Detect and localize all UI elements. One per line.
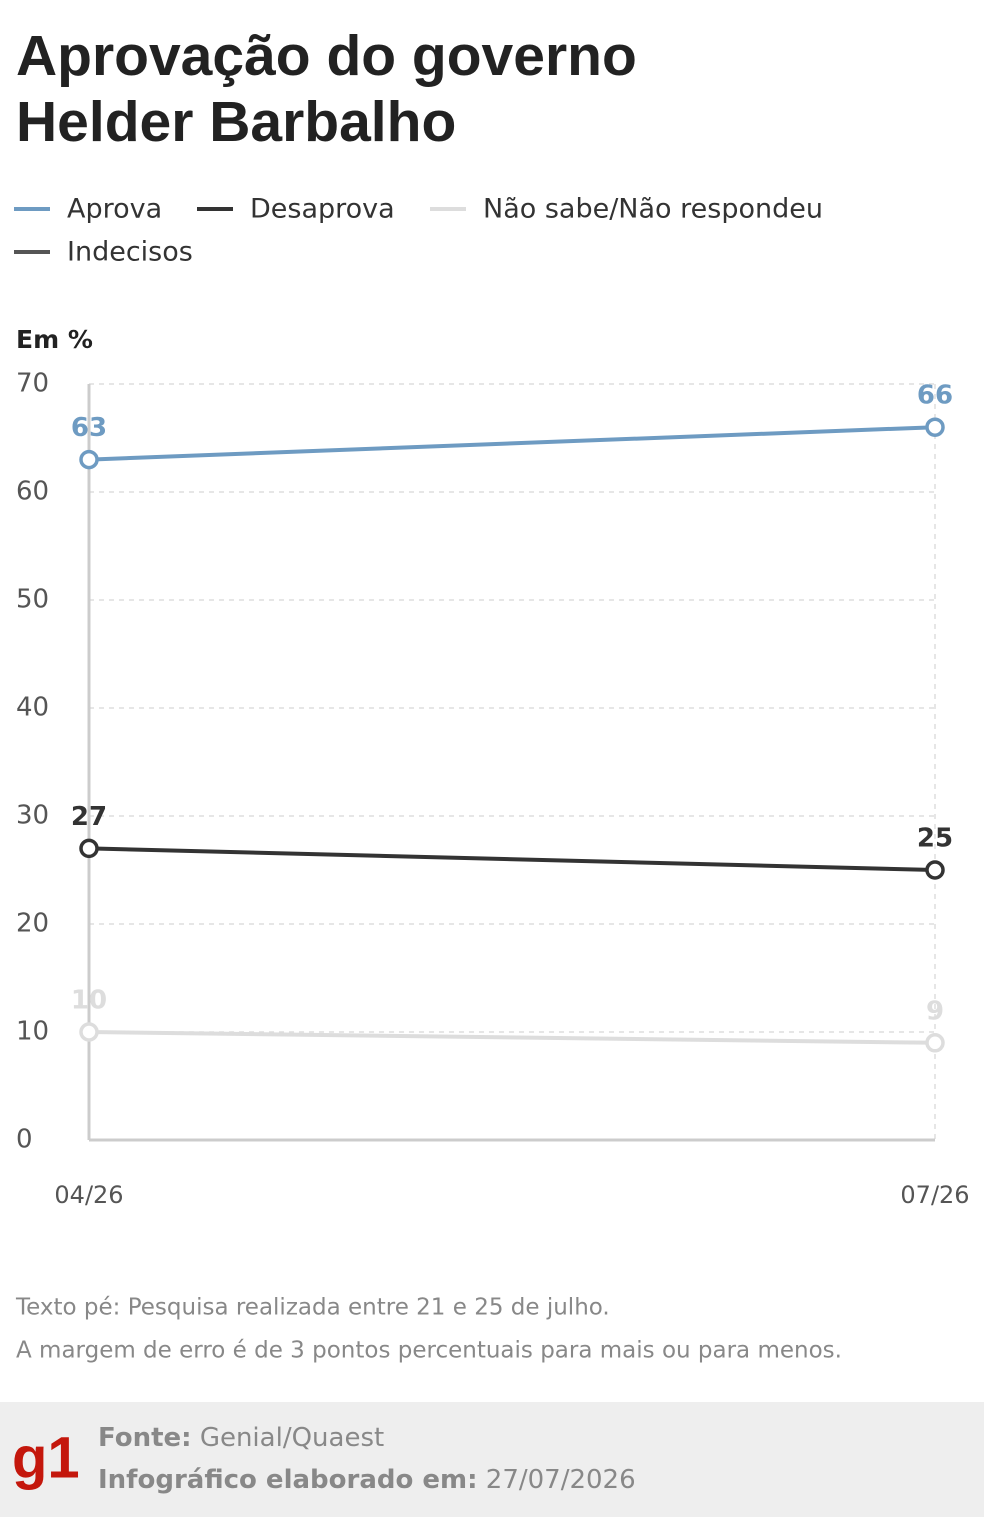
y-tick-label: 50 (16, 585, 49, 615)
y-tick-label: 40 (16, 693, 49, 723)
y-tick-label: 20 (16, 909, 49, 939)
source-label: Fonte: (98, 1423, 192, 1453)
data-label: 27 (71, 802, 107, 832)
source-text: Genial/Quaest (200, 1423, 384, 1453)
legend-label: Desaprova (250, 194, 395, 225)
data-label: 9 (926, 996, 944, 1026)
chart-title: Aprovação do governo (16, 24, 637, 88)
y-tick-label: 10 (16, 1017, 49, 1047)
x-tick-label: 07/26 (900, 1181, 969, 1209)
source: Fonte: Genial/Quaest (98, 1423, 384, 1453)
made-text: 27/07/2026 (486, 1465, 636, 1495)
data-label: 63 (71, 413, 107, 443)
y-tick-label: 0 (16, 1125, 33, 1155)
data-label: 25 (917, 824, 953, 854)
y-tick-label: 60 (16, 477, 49, 507)
made-label: Infográfico elaborado em: (98, 1465, 478, 1495)
y-axis-label: Em % (16, 325, 93, 354)
data-label: 66 (917, 381, 953, 411)
made: Infográfico elaborado em: 27/07/2026 (98, 1465, 636, 1495)
x-tick-label: 04/26 (54, 1181, 123, 1209)
point (925, 1033, 945, 1053)
footer-band (0, 1402, 984, 1517)
point (79, 1022, 99, 1042)
chart-title: Helder Barbalho (16, 90, 456, 154)
point (925, 860, 945, 880)
note: A margem de erro é de 3 pontos percentua… (16, 1338, 842, 1364)
point (79, 449, 99, 470)
series-line (88, 1030, 936, 1045)
point (79, 838, 99, 859)
point (925, 417, 945, 437)
legend-label: Indecisos (67, 237, 193, 268)
series-line (88, 846, 936, 872)
legend-label: Aprova (67, 194, 162, 225)
data-label: 10 (71, 986, 107, 1016)
series-line (88, 425, 936, 462)
y-tick-label: 30 (16, 801, 49, 831)
legend-label: Não sabe/Não respondeu (483, 194, 823, 225)
logo: g1 (12, 1425, 80, 1490)
y-tick-label: 70 (16, 369, 49, 399)
note: Texto pé: Pesquisa realizada entre 21 e … (15, 1295, 610, 1321)
